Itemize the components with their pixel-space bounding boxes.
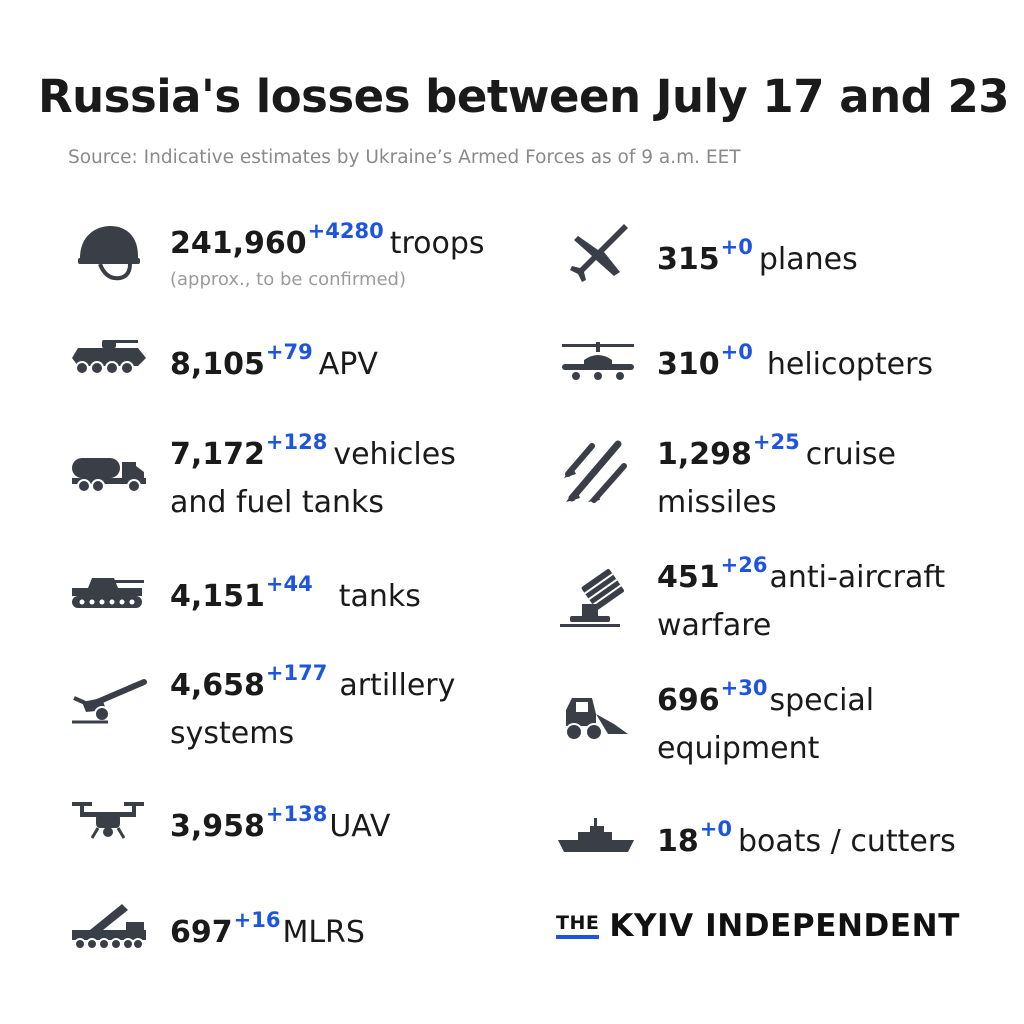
stat-delta: +177 [265, 661, 328, 685]
stat-label-line2: equipment [657, 731, 820, 766]
apv-icon [68, 328, 148, 392]
stat-label: cruise [805, 437, 896, 472]
mlrs-icon [68, 896, 148, 960]
stat-uav: 3,958+138UAV [170, 802, 391, 852]
stat-value: 8,105 [170, 347, 265, 382]
stat-value: 7,172 [170, 437, 265, 472]
stat-value: 696 [657, 683, 720, 718]
loader-icon [558, 690, 638, 754]
stat-label: anti-aircraft [769, 560, 946, 595]
stat-value: 4,151 [170, 579, 265, 614]
stat-value: 3,958 [170, 809, 265, 844]
stat-label: MLRS [282, 915, 365, 950]
stat-label: boats / cutters [737, 824, 956, 859]
stat-boats: 18+0 boats / cutters [657, 817, 956, 867]
stat-delta: +138 [265, 802, 328, 826]
stat-delta: +4280 [307, 219, 384, 243]
stat-delta: +0 [720, 340, 753, 364]
stat-cruise: 1,298+25 cruise missiles [657, 430, 896, 526]
stat-delta: +16 [233, 908, 281, 932]
anti-aircraft-icon [558, 568, 638, 632]
stat-label-line2: systems [170, 716, 295, 751]
stat-delta: +79 [265, 340, 313, 364]
stat-planes: 315+0 planes [657, 235, 858, 285]
drone-icon [68, 792, 148, 856]
stat-value: 241,960 [170, 226, 307, 261]
stat-label: planes [758, 242, 858, 277]
helmet-icon [70, 220, 150, 284]
stat-delta: +0 [699, 817, 732, 841]
stat-label: UAV [329, 809, 391, 844]
missile-icon [558, 440, 638, 504]
stat-helicopters: 310+0 helicopters [657, 340, 934, 390]
stat-troops: 241,960+4280 troops (approx., to be confi… [170, 219, 485, 291]
stat-vehicles: 7,172+128 vehicles and fuel tanks [170, 430, 456, 526]
stat-label: artillery [339, 668, 456, 703]
stat-value: 310 [657, 347, 720, 382]
stat-value: 451 [657, 560, 720, 595]
ship-icon [556, 812, 636, 876]
source-note: Source: Indicative estimates by Ukraine’… [68, 147, 741, 168]
stat-delta: +128 [265, 430, 328, 454]
stat-note: (approx., to be confirmed) [170, 269, 406, 290]
brand-name: KYIV INDEPENDENT [609, 908, 960, 944]
stat-artillery: 4,658+177 artillery systems [170, 661, 456, 757]
stat-antiair: 451+26anti-aircraft warfare [657, 553, 946, 649]
stat-value: 315 [657, 242, 720, 277]
stat-label-line2: missiles [657, 485, 777, 520]
stat-label-line2: warfare [657, 608, 772, 643]
artillery-icon [68, 672, 148, 736]
helicopter-icon [558, 332, 638, 396]
stat-label: troops [389, 226, 485, 261]
stat-label: APV [318, 347, 378, 382]
stat-value: 697 [170, 915, 233, 950]
stat-special: 696+30special equipment [657, 676, 875, 772]
stat-tanks: 4,151+44 tanks [170, 572, 421, 622]
stat-value: 18 [657, 824, 699, 859]
stat-apv: 8,105+79 APV [170, 340, 378, 390]
stat-label: helicopters [766, 347, 934, 382]
plane-icon [558, 222, 638, 286]
stat-delta: +44 [265, 572, 313, 596]
stat-label: vehicles [333, 437, 456, 472]
stat-delta: +26 [720, 553, 768, 577]
stat-mlrs: 697+16MLRS [170, 908, 365, 958]
stat-label: tanks [338, 579, 421, 614]
brand-the: THE [556, 912, 600, 939]
stat-delta: +30 [720, 676, 768, 700]
stat-delta: +25 [752, 430, 800, 454]
stat-value: 1,298 [657, 437, 752, 472]
page-title: Russia's losses between July 17 and 23 [38, 70, 1010, 123]
brand-logo: THE KYIV INDEPENDENT [556, 908, 960, 944]
stat-label-line2: and fuel tanks [170, 485, 385, 520]
stat-value: 4,658 [170, 668, 265, 703]
stat-delta: +0 [720, 235, 753, 259]
tank-icon [68, 562, 148, 626]
stat-label: special [769, 683, 875, 718]
fuel-truck-icon [68, 442, 148, 506]
